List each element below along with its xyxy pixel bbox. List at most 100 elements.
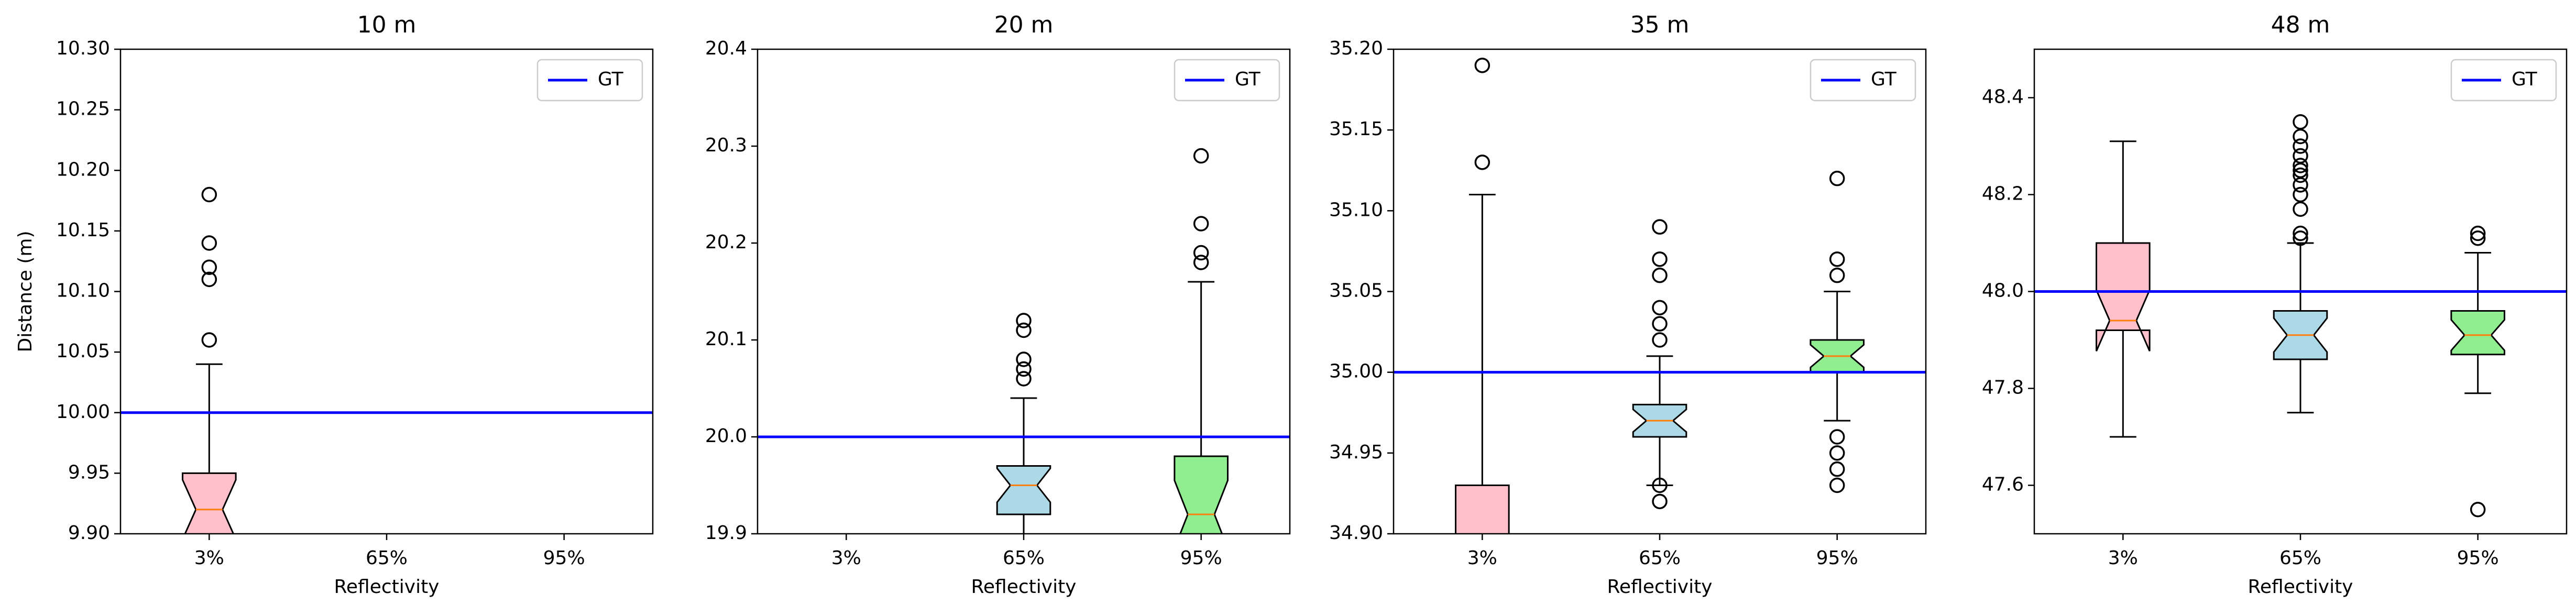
- y-tick-label: 10.25: [56, 98, 110, 120]
- outlier: [1652, 316, 1668, 332]
- outlier: [1652, 251, 1668, 267]
- outlier: [1829, 429, 1845, 445]
- legend-box: [1174, 59, 1280, 102]
- y-tick-label: 10.10: [56, 280, 110, 302]
- outlier: [1652, 219, 1668, 235]
- outlier: [1016, 361, 1032, 377]
- outlier: [201, 186, 217, 203]
- x-tick-label: 65%: [1639, 547, 1681, 569]
- outlier: [201, 332, 217, 348]
- y-tick-label: 20.0: [705, 425, 747, 447]
- axes-frame: [1393, 48, 1927, 535]
- x-tick-label: 3%: [2108, 547, 2138, 569]
- y-tick-label: 20.2: [705, 232, 747, 253]
- outlier: [2293, 167, 2308, 183]
- outlier: [2293, 186, 2308, 203]
- x-tick-label: 95%: [1816, 547, 1858, 569]
- box: [1455, 485, 1510, 534]
- x-tick-label: 65%: [2279, 547, 2321, 569]
- outlier: [201, 271, 217, 288]
- axes-frame: [757, 48, 1291, 535]
- y-tick-label: 9.90: [68, 522, 110, 544]
- plot-area: [120, 186, 653, 534]
- outlier: [1829, 251, 1845, 267]
- outlier: [1016, 313, 1032, 328]
- legend-label: GT: [2512, 69, 2538, 90]
- y-tick-label: 35.05: [1329, 280, 1383, 302]
- axes-frame: [2033, 48, 2568, 535]
- panel-title: 10 m: [357, 12, 416, 38]
- outlier: [2293, 114, 2308, 130]
- x-tick-label: 65%: [1003, 547, 1045, 569]
- outlier: [1474, 155, 1490, 170]
- outlier: [1193, 255, 1209, 270]
- outlier: [2293, 158, 2308, 173]
- outlier: [1474, 58, 1490, 73]
- outlier: [2470, 225, 2486, 241]
- x-tick-label: 65%: [366, 547, 408, 569]
- outlier: [1829, 170, 1845, 186]
- plot-area: [2034, 114, 2567, 518]
- y-tick-label: 35.20: [1329, 38, 1383, 59]
- y-tick-label: 10.15: [56, 219, 110, 241]
- panel: 35 m Reflectivity 34.90 34.95 35.00 35.05 35.1…: [1329, 12, 1927, 598]
- outlier: [1193, 148, 1209, 164]
- y-tick-label: 19.9: [705, 522, 747, 544]
- y-tick-label: 20.1: [705, 328, 747, 350]
- outlier: [1652, 267, 1668, 283]
- y-tick-label: 10.00: [56, 401, 110, 423]
- legend-label: GT: [1871, 69, 1897, 90]
- x-axis-label: Reflectivity: [2248, 576, 2353, 598]
- panel: 48 m Reflectivity 47.6 47.8 48.0 48.2 48.4 3% 65…: [1982, 12, 2568, 598]
- box: [996, 465, 1051, 515]
- outlier: [1016, 322, 1032, 338]
- y-tick-label: 48.4: [1982, 86, 2024, 108]
- outlier: [1652, 332, 1668, 348]
- outlier: [2293, 230, 2308, 246]
- outlier: [1652, 477, 1668, 493]
- outlier: [2293, 128, 2308, 145]
- outlier: [201, 235, 217, 251]
- plot-area: [1394, 58, 1926, 534]
- legend-box: [2450, 59, 2557, 102]
- panel-title: 35 m: [1630, 12, 1690, 38]
- box: [2096, 242, 2151, 351]
- x-tick-label: 3%: [831, 547, 861, 569]
- panel: 10 m Reflectivity Distance (m) 9.90 9.95 10.0…: [15, 12, 654, 598]
- y-tick-label: 48.2: [1982, 183, 2024, 205]
- y-axis-label: Distance (m): [15, 230, 36, 352]
- panel-title: 48 m: [2271, 12, 2330, 38]
- outlier: [2293, 148, 2308, 164]
- x-tick-label: 3%: [1467, 547, 1497, 569]
- box: [2450, 310, 2505, 356]
- y-tick-label: 20.4: [705, 38, 747, 59]
- outlier: [2470, 230, 2486, 246]
- panel: 20 m Reflectivity 19.9 20.0 20.1 20.2 20.3 20.4…: [705, 12, 1291, 598]
- outlier: [2293, 225, 2308, 241]
- legend-box: [536, 59, 643, 102]
- outlier: [201, 259, 217, 275]
- x-tick-label: 95%: [543, 547, 585, 569]
- legend-box: [1810, 59, 1916, 102]
- outlier: [1016, 371, 1032, 387]
- x-tick-label: 3%: [194, 547, 224, 569]
- outlier: [2293, 138, 2308, 154]
- outlier: [2293, 201, 2308, 217]
- outlier: [1193, 245, 1209, 261]
- y-tick-label: 35.15: [1329, 118, 1383, 140]
- outlier: [2470, 502, 2486, 518]
- x-axis-label: Reflectivity: [1607, 576, 1712, 598]
- outlier: [1652, 300, 1668, 316]
- y-tick-label: 20.3: [705, 135, 747, 156]
- x-tick-label: 95%: [2457, 547, 2499, 569]
- axes-frame: [119, 48, 654, 535]
- outlier: [1016, 351, 1032, 367]
- legend-label: GT: [598, 69, 624, 90]
- y-tick-label: 9.95: [68, 461, 110, 483]
- y-tick-label: 35.10: [1329, 199, 1383, 221]
- y-tick-label: 35.00: [1329, 361, 1383, 382]
- outlier: [1193, 216, 1209, 232]
- plot-area: [758, 148, 1290, 534]
- x-axis-label: Reflectivity: [334, 576, 439, 598]
